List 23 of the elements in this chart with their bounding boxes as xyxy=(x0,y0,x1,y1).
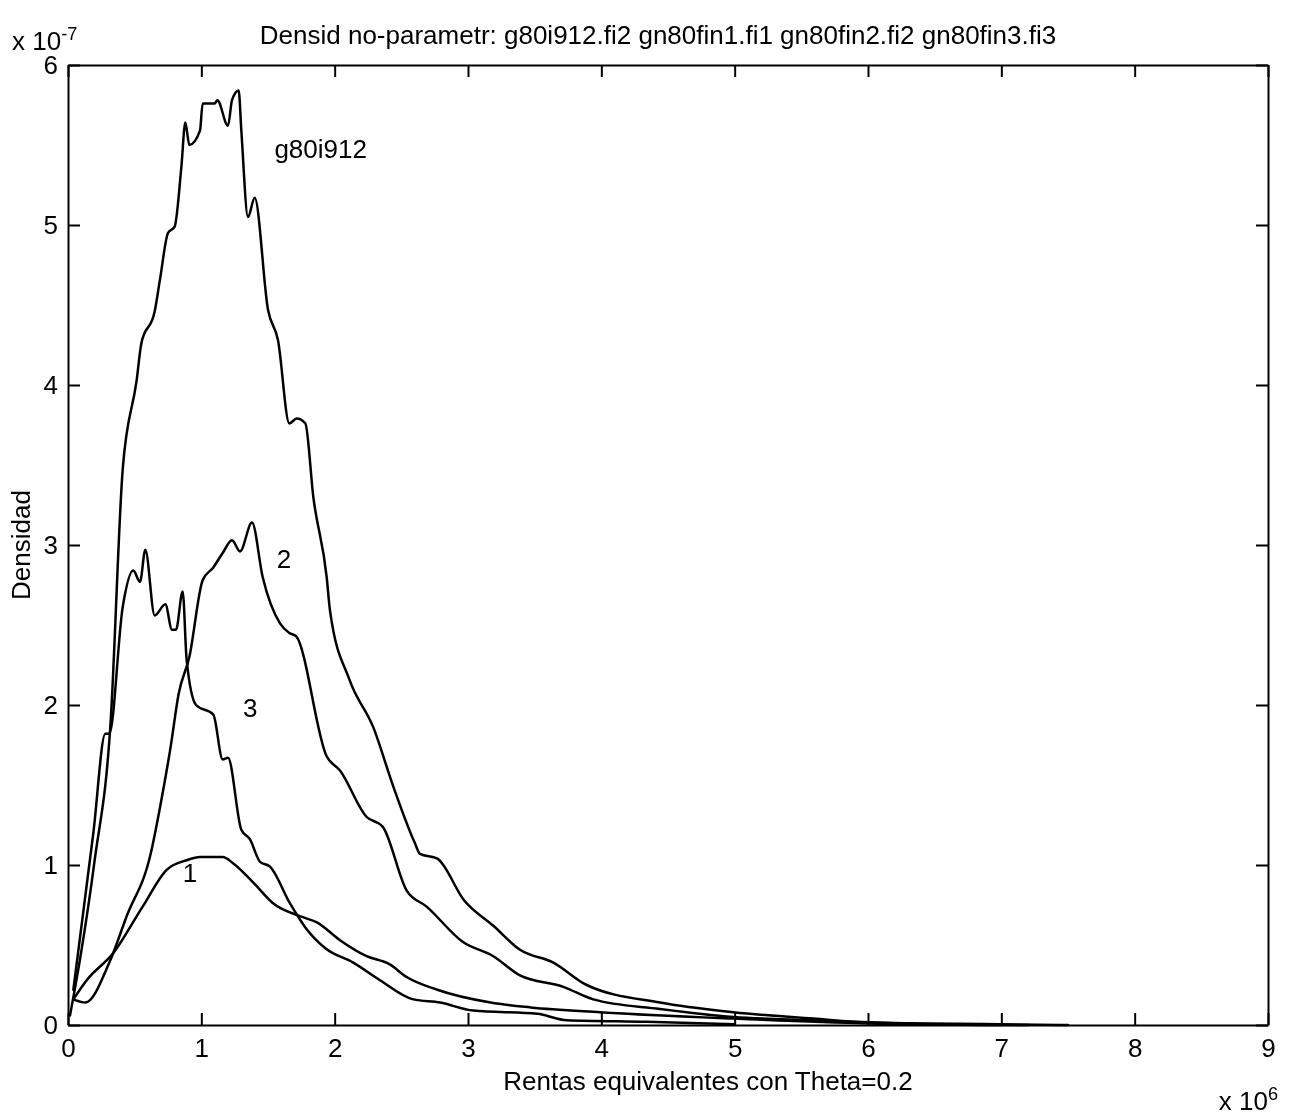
x-axis-title: Rentas equivalentes con Theta=0.2 xyxy=(503,1066,913,1096)
y-tick-label: 2 xyxy=(43,689,58,720)
x-tick-label: 4 xyxy=(594,1033,610,1064)
x-tick-label: 8 xyxy=(1127,1033,1143,1064)
y-axis-title: Densidad xyxy=(6,490,36,600)
series-label: g80i912 xyxy=(274,133,367,164)
x-tick-label: 2 xyxy=(327,1033,343,1064)
x-tick-label: 5 xyxy=(727,1033,743,1064)
x-tick-label: 3 xyxy=(461,1033,476,1064)
y-tick-label: 3 xyxy=(43,529,58,560)
y-tick-label: 0 xyxy=(43,1009,58,1040)
x-tick-label: 9 xyxy=(1261,1033,1276,1064)
chart-title: Densid no-parametr: g80i912.fi2 gn80fin1.fi1 gn80fin2.fi2 gn80fin3.fi3 xyxy=(259,20,1057,50)
y-tick-label: 4 xyxy=(43,369,58,400)
x-tick-label: 6 xyxy=(861,1033,876,1064)
series-label: 3 xyxy=(243,692,258,723)
y-tick-label: 5 xyxy=(43,209,58,240)
series-label: 2 xyxy=(276,543,292,574)
y-tick-label: 1 xyxy=(43,849,58,880)
x-tick-label: 1 xyxy=(194,1033,210,1064)
text: x 10$^{6}$ xyxy=(1218,1084,1278,1116)
series-label: 1 xyxy=(182,857,198,888)
x-tick-label: 7 xyxy=(994,1033,1010,1064)
